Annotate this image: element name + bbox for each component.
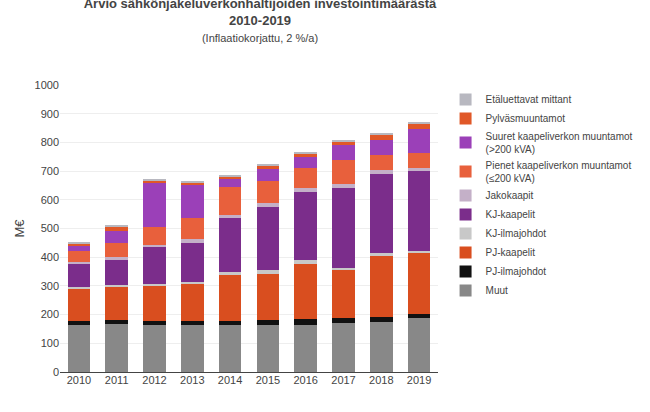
svg-text:M€: M€: [12, 219, 27, 238]
svg-text:2014: 2014: [218, 374, 242, 386]
svg-text:2019: 2019: [407, 374, 431, 386]
svg-text:700: 700: [41, 165, 59, 177]
svg-text:1000: 1000: [35, 79, 59, 91]
svg-text:800: 800: [41, 136, 59, 148]
svg-text:2015: 2015: [256, 374, 280, 386]
svg-text:PJ-kaapelit: PJ-kaapelit: [486, 247, 536, 258]
svg-text:900: 900: [41, 108, 59, 120]
svg-text:Suuret kaapeliverkon muuntamot: Suuret kaapeliverkon muuntamot(>200 kVA): [486, 131, 633, 155]
svg-text:2010: 2010: [67, 374, 91, 386]
svg-text:PJ-ilmajohdot: PJ-ilmajohdot: [486, 266, 547, 277]
svg-text:2013: 2013: [180, 374, 204, 386]
svg-text:Pylväsmuuntamot: Pylväsmuuntamot: [486, 113, 566, 124]
svg-text:Arvio sähkönjakeluverkonhaltij: Arvio sähkönjakeluverkonhaltijoiden inve…: [84, 0, 437, 44]
svg-text:500: 500: [41, 222, 59, 234]
svg-text:600: 600: [41, 194, 59, 206]
svg-text:KJ-kaapelit: KJ-kaapelit: [486, 209, 536, 220]
svg-text:Pienet kaapeliverkon muuntamot: Pienet kaapeliverkon muuntamot(≤200 kVA): [486, 160, 632, 184]
svg-text:2011: 2011: [105, 374, 129, 386]
svg-text:2018: 2018: [369, 374, 393, 386]
svg-text:200: 200: [41, 308, 59, 320]
svg-text:100: 100: [41, 337, 59, 349]
svg-text:2017: 2017: [331, 374, 355, 386]
svg-text:0: 0: [53, 366, 59, 378]
svg-text:Etäluettavat mittant: Etäluettavat mittant: [486, 94, 572, 105]
svg-text:300: 300: [41, 280, 59, 292]
svg-text:2016: 2016: [293, 374, 317, 386]
svg-text:Muut: Muut: [486, 285, 508, 296]
svg-text:400: 400: [41, 251, 59, 263]
svg-text:KJ-ilmajohdot: KJ-ilmajohdot: [486, 228, 547, 239]
svg-text:2012: 2012: [142, 374, 166, 386]
svg-text:Jakokaapit: Jakokaapit: [486, 190, 534, 201]
